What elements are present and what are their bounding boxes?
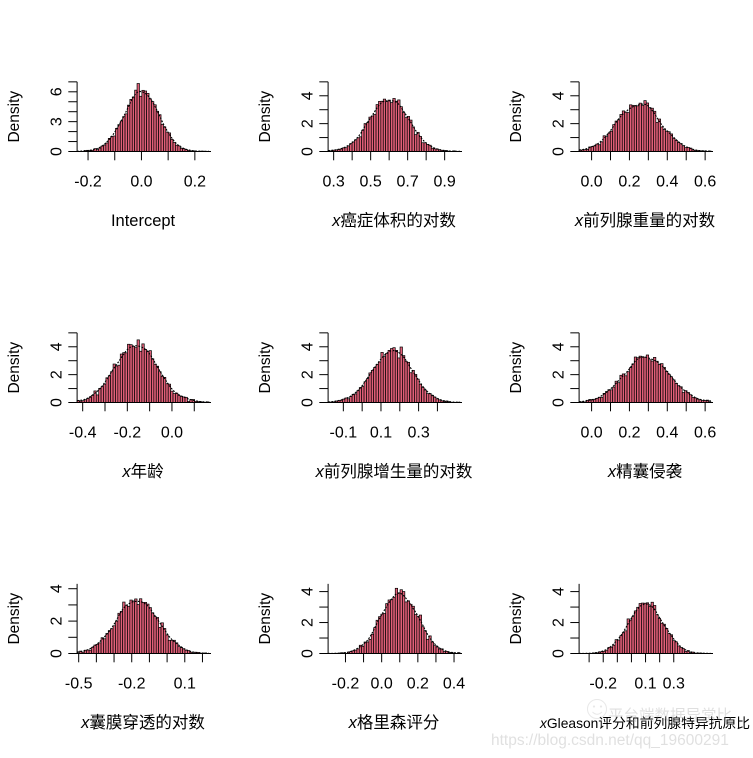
svg-text:-0.2: -0.2 [114, 425, 142, 442]
svg-text:4: 4 [299, 587, 316, 596]
svg-text:-0.2: -0.2 [332, 676, 360, 693]
svg-text:0.1: 0.1 [634, 676, 656, 693]
svg-text:Density: Density [6, 342, 23, 394]
svg-text:0.2: 0.2 [618, 425, 640, 442]
svg-text:Density: Density [257, 593, 274, 645]
svg-text:3: 3 [48, 117, 65, 126]
svg-text:0.9: 0.9 [434, 174, 456, 191]
svg-text:0: 0 [48, 649, 65, 658]
svg-text:2: 2 [299, 618, 316, 627]
svg-text:0.4: 0.4 [443, 676, 465, 693]
svg-text:4: 4 [550, 587, 567, 596]
svg-text:4: 4 [550, 91, 567, 100]
svg-text:0.5: 0.5 [360, 174, 382, 191]
svg-text:Density: Density [6, 593, 23, 645]
svg-text:0.1: 0.1 [370, 425, 392, 442]
svg-text:2: 2 [299, 119, 316, 128]
svg-text:-0.2: -0.2 [118, 676, 146, 693]
svg-text:0.0: 0.0 [161, 425, 183, 442]
svg-text:-0.5: -0.5 [65, 676, 93, 693]
svg-text:2: 2 [299, 370, 316, 379]
svg-text:0.7: 0.7 [397, 174, 419, 191]
svg-text:0: 0 [550, 649, 567, 658]
svg-text:0.1: 0.1 [174, 676, 196, 693]
svg-text:0: 0 [299, 147, 316, 156]
svg-text:x精囊侵袭: x精囊侵袭 [607, 462, 683, 481]
svg-text:0: 0 [299, 398, 316, 407]
svg-text:Density: Density [6, 91, 23, 143]
svg-text:0.2: 0.2 [184, 174, 206, 191]
svg-text:Intercept: Intercept [111, 212, 176, 230]
svg-text:4: 4 [48, 342, 65, 351]
svg-text:Density: Density [257, 91, 274, 143]
svg-text:0.0: 0.0 [580, 425, 602, 442]
svg-text:x格里森评分: x格里森评分 [348, 713, 440, 732]
svg-text:x囊膜穿透的对数: x囊膜穿透的对数 [80, 713, 205, 732]
svg-text:0.3: 0.3 [663, 676, 685, 693]
svg-text:0.4: 0.4 [656, 425, 678, 442]
svg-text:2: 2 [48, 370, 65, 379]
svg-text:6: 6 [48, 87, 65, 96]
svg-text:Density: Density [508, 91, 525, 143]
svg-text:2: 2 [550, 119, 567, 128]
svg-text:4: 4 [48, 584, 65, 593]
svg-text:-0.2: -0.2 [74, 174, 102, 191]
svg-text:-0.1: -0.1 [330, 425, 358, 442]
svg-text:2: 2 [550, 618, 567, 627]
svg-text:x前列腺增生量的对数: x前列腺增生量的对数 [315, 462, 473, 481]
svg-text:0.0: 0.0 [371, 676, 393, 693]
svg-text:2: 2 [48, 617, 65, 626]
svg-text:0: 0 [550, 398, 567, 407]
svg-text:0: 0 [299, 649, 316, 658]
svg-text:0.4: 0.4 [656, 174, 678, 191]
svg-text:0: 0 [48, 398, 65, 407]
svg-text:0.6: 0.6 [694, 425, 716, 442]
svg-text:2: 2 [550, 370, 567, 379]
svg-text:0: 0 [48, 147, 65, 156]
svg-text:Density: Density [508, 342, 525, 394]
svg-text:Density: Density [508, 593, 525, 645]
svg-text:Density: Density [257, 342, 274, 394]
svg-text:0.0: 0.0 [580, 174, 602, 191]
svg-text:4: 4 [299, 342, 316, 351]
svg-text:0.2: 0.2 [407, 676, 429, 693]
svg-text:4: 4 [299, 91, 316, 100]
svg-text:x前列腺重量的对数: x前列腺重量的对数 [574, 211, 716, 230]
svg-text:0.6: 0.6 [694, 174, 716, 191]
svg-text:0: 0 [550, 147, 567, 156]
svg-text:x年龄: x年龄 [121, 462, 164, 481]
svg-text:x癌症体积的对数: x癌症体积的对数 [331, 211, 456, 230]
svg-text:0.0: 0.0 [130, 174, 152, 191]
svg-text:xGleason评分和前列腺特异抗原比: xGleason评分和前列腺特异抗原比 [539, 715, 750, 731]
svg-text:-0.4: -0.4 [69, 425, 97, 442]
svg-text:-0.2: -0.2 [589, 676, 617, 693]
svg-text:0.2: 0.2 [618, 174, 640, 191]
svg-text:4: 4 [550, 342, 567, 351]
svg-text:0.3: 0.3 [323, 174, 345, 191]
svg-text:0.3: 0.3 [407, 425, 429, 442]
